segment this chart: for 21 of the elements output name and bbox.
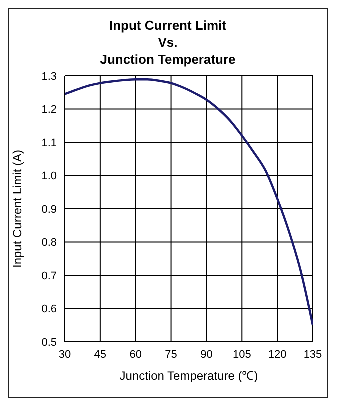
y-tick-label: 1.3 [42,70,57,83]
x-tick-label: 135 [304,348,322,361]
x-tick-label: 60 [130,348,142,361]
x-tick-label: 30 [58,348,72,361]
x-tick-label: 105 [232,348,252,361]
y-tick-label: 1.1 [42,137,57,150]
x-tick-label: 90 [200,348,213,361]
y-tick-label: 0.8 [42,237,57,250]
y-axis-title: Input Current Limit (A) [10,150,24,268]
y-tick-label: 1.2 [42,104,57,116]
y-tick-label: 0.9 [42,204,57,216]
chart-title: Input Current Limit Vs. Junction Temperature [99,17,237,68]
x-axis-title: Junction Temperature (℃) [120,369,258,383]
y-tick-label: 0.6 [42,304,57,316]
y-tick-label: 0.7 [42,270,57,282]
y-tick-label: 1.0 [42,170,57,183]
x-tick-label: 45 [94,348,107,361]
x-tick-label: 120 [268,348,287,361]
x-tick-label: 75 [165,348,178,361]
y-tick-label: 0.5 [42,336,57,349]
line-series [65,78,313,326]
